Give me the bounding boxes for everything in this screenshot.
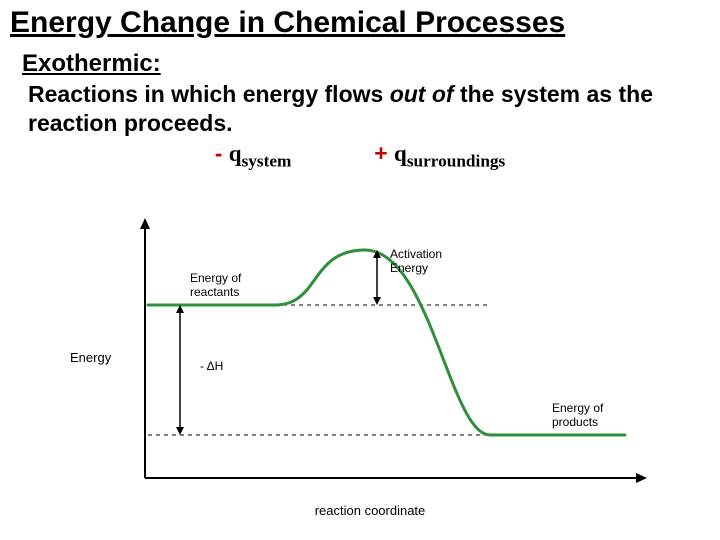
y-axis-label: Energy xyxy=(70,350,111,365)
description: Reactions in which energy flows out of t… xyxy=(0,78,720,138)
sign-minus: - xyxy=(215,140,223,166)
delta-h-label: - ΔH xyxy=(200,360,223,374)
page-title: Energy Change in Chemical Processes xyxy=(0,0,720,40)
sign-plus: + xyxy=(374,140,387,166)
chart-svg xyxy=(70,210,670,520)
x-axis-label: reaction coordinate xyxy=(70,503,670,518)
q-surroundings: qsurroundings xyxy=(394,141,505,166)
desc-em: out of xyxy=(390,81,454,107)
products-label: Energy ofproducts xyxy=(552,402,603,430)
subtitle: Exothermic: xyxy=(0,40,720,78)
q-equation: - qsystem + qsurroundings xyxy=(0,138,720,172)
desc-pre: Reactions in which energy flows xyxy=(28,81,390,107)
activation-label: ActivationEnergy xyxy=(390,248,442,276)
reactants-label: Energy ofreactants xyxy=(190,272,241,300)
energy-diagram: Energy reaction coordinate Energy ofreac… xyxy=(70,210,670,520)
q-system: qsystem xyxy=(229,141,292,166)
